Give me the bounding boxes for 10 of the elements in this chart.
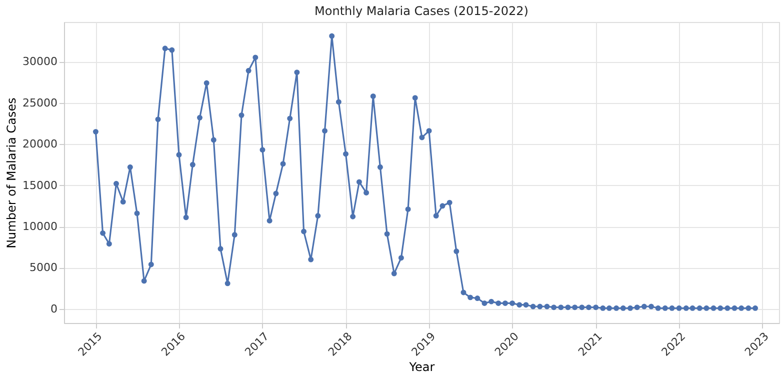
y-tick-label: 5000 <box>30 261 58 274</box>
y-tick-label: 0 <box>50 302 58 316</box>
y-tick-label: 15000 <box>22 178 58 192</box>
y-tick-label: 10000 <box>22 220 58 234</box>
y-axis-title: Number of Malaria Cases <box>4 98 19 248</box>
y-tick-label: 25000 <box>22 96 58 110</box>
y-tick-label: 30000 <box>22 55 58 68</box>
y-tick-label: 20000 <box>22 138 58 151</box>
chart-title: Monthly Malaria Cases (2015-2022) <box>314 4 528 18</box>
x-axis-title: Year <box>408 360 435 374</box>
